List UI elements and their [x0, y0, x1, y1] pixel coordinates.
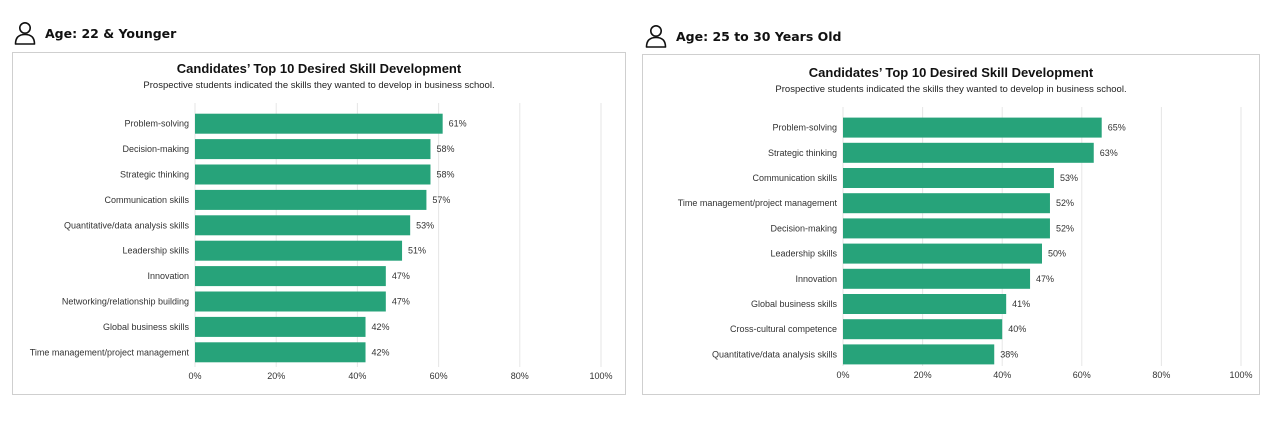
- age-group-label: Age: 22 & Younger: [45, 25, 177, 41]
- bar: [195, 266, 386, 287]
- x-tick-label: 100%: [1229, 370, 1252, 380]
- x-tick-label: 60%: [430, 371, 448, 381]
- category-label: Decision-making: [770, 223, 837, 233]
- data-label: 52%: [1056, 198, 1074, 208]
- data-label: 58%: [436, 170, 454, 180]
- x-tick-label: 60%: [1073, 370, 1091, 380]
- chart-title: Candidates’ Top 10 Desired Skill Develop…: [808, 65, 1094, 80]
- data-label: 38%: [1000, 349, 1018, 359]
- category-label: Global business skills: [103, 322, 190, 332]
- bar: [843, 117, 1102, 138]
- category-label: Cross-cultural competence: [730, 324, 837, 334]
- bar: [195, 164, 431, 185]
- person-icon: [645, 25, 667, 48]
- bar: [843, 193, 1050, 214]
- bar: [843, 142, 1094, 163]
- category-label: Quantitative/data analysis skills: [712, 349, 838, 359]
- bar: [843, 243, 1042, 264]
- chart-subtitle: Prospective students indicated the skill…: [143, 80, 495, 91]
- chart-title: Candidates’ Top 10 Desired Skill Develop…: [176, 61, 462, 76]
- data-label: 65%: [1108, 123, 1126, 133]
- category-label: Quantitative/data analysis skills: [64, 220, 190, 230]
- x-tick-label: 80%: [511, 371, 529, 381]
- chart-subtitle: Prospective students indicated the skill…: [775, 84, 1127, 95]
- category-label: Problem-solving: [124, 119, 189, 129]
- data-label: 42%: [372, 322, 390, 332]
- age-group-label: Age: 25 to 30 Years Old: [676, 28, 842, 44]
- data-label: 47%: [1036, 274, 1054, 284]
- x-tick-label: 80%: [1152, 370, 1170, 380]
- bar: [195, 291, 386, 312]
- data-label: 42%: [372, 347, 390, 357]
- category-label: Communication skills: [752, 173, 837, 183]
- x-tick-label: 20%: [914, 370, 932, 380]
- chart-card-1: Candidates’ Top 10 Desired Skill Develop…: [12, 52, 626, 395]
- data-label: 63%: [1100, 148, 1118, 158]
- category-label: Time management/project management: [678, 198, 838, 208]
- data-label: 40%: [1008, 324, 1026, 334]
- panel-header-2: Age: 25 to 30 Years Old: [645, 24, 842, 48]
- chart-card-2: Candidates’ Top 10 Desired Skill Develop…: [642, 54, 1260, 395]
- category-label: Innovation: [795, 274, 837, 284]
- person-icon: [14, 22, 36, 45]
- category-label: Strategic thinking: [768, 148, 837, 158]
- category-label: Communication skills: [104, 195, 189, 205]
- bar: [843, 218, 1050, 239]
- category-label: Leadership skills: [122, 246, 189, 256]
- data-label: 50%: [1048, 249, 1066, 259]
- data-label: 53%: [1060, 173, 1078, 183]
- x-tick-label: 100%: [589, 371, 612, 381]
- bar: [195, 215, 411, 236]
- bar: [195, 189, 427, 210]
- category-label: Networking/relationship building: [62, 297, 189, 307]
- bar-chart: 0% 20% 40% 60% 80% 100% Problem-solving 61% Deci…: [30, 103, 613, 381]
- category-label: Strategic thinking: [120, 170, 189, 180]
- panel-header-1: Age: 22 & Younger: [14, 21, 176, 45]
- bar: [843, 319, 1003, 340]
- category-label: Time management/project management: [30, 347, 190, 357]
- x-tick-label: 40%: [348, 371, 366, 381]
- x-tick-label: 40%: [993, 370, 1011, 380]
- data-label: 51%: [408, 246, 426, 256]
- data-label: 53%: [416, 220, 434, 230]
- bar: [843, 344, 995, 365]
- data-label: 57%: [432, 195, 450, 205]
- x-tick-label: 0%: [836, 370, 849, 380]
- bar-chart: 0% 20% 40% 60% 80% 100% Problem-solving 65% Stra…: [678, 107, 1253, 380]
- bar: [843, 294, 1007, 314]
- category-label: Global business skills: [751, 299, 838, 309]
- category-label: Decision-making: [122, 144, 189, 154]
- bar: [843, 268, 1031, 289]
- data-label: 47%: [392, 297, 410, 307]
- bar: [195, 316, 366, 337]
- data-label: 58%: [436, 144, 454, 154]
- bar: [843, 168, 1054, 188]
- x-tick-label: 20%: [267, 371, 285, 381]
- x-tick-label: 0%: [188, 371, 201, 381]
- category-label: Leadership skills: [770, 249, 837, 259]
- data-label: 61%: [449, 119, 467, 129]
- data-label: 41%: [1012, 299, 1030, 309]
- bar: [195, 342, 366, 363]
- bar: [195, 139, 431, 160]
- category-label: Problem-solving: [772, 123, 837, 133]
- category-label: Innovation: [147, 271, 189, 281]
- bar: [195, 240, 403, 261]
- data-label: 47%: [392, 271, 410, 281]
- data-label: 52%: [1056, 223, 1074, 233]
- bar: [195, 113, 443, 134]
